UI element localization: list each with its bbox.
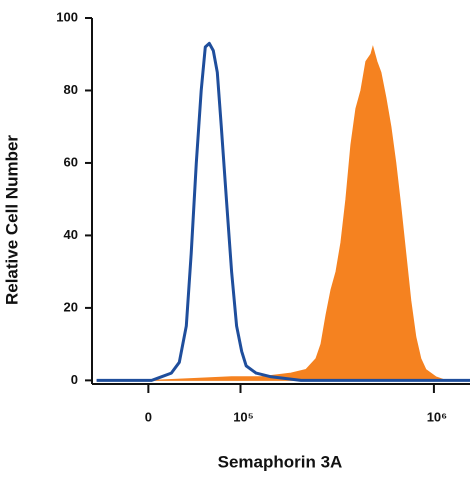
x-tick-label: 10⁵ (233, 409, 254, 424)
y-tick-label: 0 (71, 372, 78, 387)
y-tick-label: 20 (64, 299, 78, 314)
x-tick-label: 10⁶ (427, 409, 447, 424)
y-axis-label: Relative Cell Number (2, 135, 21, 305)
histogram-line (96, 41, 470, 382)
y-tick-label: 40 (64, 227, 78, 242)
y-tick-label: 60 (64, 154, 78, 169)
filled-histogram (96, 45, 470, 381)
x-tick-label: 0 (145, 409, 152, 424)
y-tick-label: 80 (64, 82, 78, 97)
x-axis-label: Semaphorin 3A (218, 452, 343, 471)
y-tick-label: 100 (56, 9, 78, 24)
